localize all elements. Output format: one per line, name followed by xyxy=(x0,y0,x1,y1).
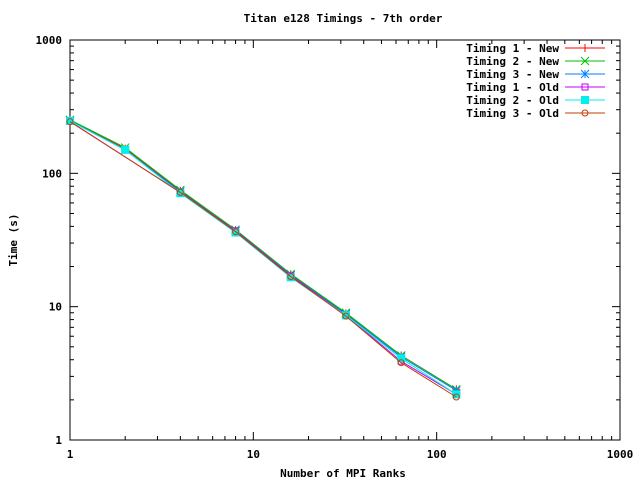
legend-entry: Timing 1 - Old xyxy=(466,81,605,94)
data-point xyxy=(581,96,589,104)
data-point xyxy=(397,359,405,367)
legend-label: Timing 2 - Old xyxy=(466,94,559,107)
legend-entry: Timing 3 - Old xyxy=(466,107,605,120)
point-square xyxy=(397,354,406,363)
point-circle xyxy=(452,393,460,401)
series-line xyxy=(69,120,457,395)
axes: 1 10 100 1000 1 10 100 1000 xyxy=(36,34,634,461)
series-line xyxy=(69,119,457,390)
point-square xyxy=(121,145,130,154)
y-tick-label: 1000 xyxy=(36,34,63,47)
legend-label: Timing 1 - Old xyxy=(466,81,559,94)
data-point xyxy=(232,228,240,236)
point-square xyxy=(581,96,589,104)
legend-label: Timing 3 - New xyxy=(466,68,559,81)
data-point xyxy=(121,145,130,154)
x-tick-label: 100 xyxy=(427,448,447,461)
legend-entry: Timing 3 - New xyxy=(466,68,605,81)
data-point xyxy=(580,56,590,66)
series-5 xyxy=(66,116,461,399)
data-point xyxy=(452,393,460,401)
point-circle xyxy=(66,118,74,126)
series-line xyxy=(69,120,457,391)
point-stroke xyxy=(580,69,590,79)
legend-label: Timing 3 - Old xyxy=(466,107,559,120)
data-point xyxy=(342,312,350,320)
legend-label: Timing 1 - New xyxy=(466,42,559,55)
point-circle xyxy=(232,228,240,236)
plot-area xyxy=(65,115,461,401)
data-point xyxy=(581,83,589,91)
legend-label: Timing 2 - New xyxy=(466,55,559,68)
point-circle xyxy=(176,188,184,196)
series-line xyxy=(69,121,457,398)
chart-title: Titan e128 Timings - 7th order xyxy=(244,12,443,25)
data-point xyxy=(176,188,184,196)
point-circle xyxy=(397,359,405,367)
data-point xyxy=(581,109,589,117)
y-axis-label: Time (s) xyxy=(7,214,20,267)
x-tick-label: 10 xyxy=(247,448,260,461)
data-point xyxy=(397,354,406,363)
data-point xyxy=(581,44,589,52)
y-tick-label: 100 xyxy=(42,167,62,180)
point-circle xyxy=(342,312,350,320)
point-circle xyxy=(581,109,589,117)
point-circle xyxy=(287,273,295,281)
point-stroke xyxy=(580,56,590,66)
x-tick-label: 1000 xyxy=(607,448,634,461)
legend-entry: Timing 2 - Old xyxy=(466,94,605,107)
x-tick-label: 1 xyxy=(67,448,74,461)
y-tick-label: 10 xyxy=(49,301,62,314)
point-square xyxy=(581,83,589,91)
data-point xyxy=(66,118,74,126)
data-point xyxy=(580,69,590,79)
data-point xyxy=(287,273,295,281)
legend-entry: Timing 1 - New xyxy=(466,42,605,55)
plot-border xyxy=(69,39,621,441)
series-6 xyxy=(66,118,460,401)
x-axis-label: Number of MPI Ranks xyxy=(280,467,406,480)
legend-entry: Timing 2 - New xyxy=(466,55,605,68)
y-tick-label: 1 xyxy=(55,434,62,447)
